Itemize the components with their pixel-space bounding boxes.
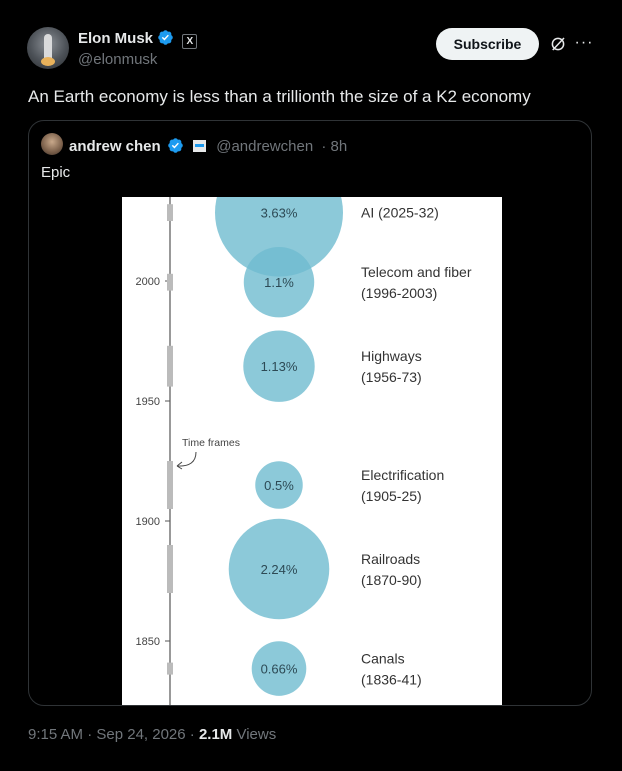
- time-frame-bar: [167, 662, 173, 675]
- rocket-icon: [44, 34, 52, 60]
- verified-badge-icon: [158, 30, 173, 45]
- quote-author-row[interactable]: andrew chen @andrewchen · 8h: [69, 137, 347, 155]
- quote-time[interactable]: · 8h: [321, 138, 348, 155]
- category-label: Electrification: [361, 467, 444, 483]
- author-name-row[interactable]: Elon Musk X: [78, 29, 198, 49]
- category-date-label: (1836-41): [361, 672, 422, 688]
- category-label: Highways: [361, 348, 422, 364]
- tweet-text: An Earth economy is less than a trillion…: [28, 87, 531, 106]
- category-label: AI (2025-32): [361, 205, 439, 221]
- bubble: [228, 518, 330, 620]
- x-affiliate-badge: X: [182, 34, 198, 49]
- annotation-arrow: [176, 451, 197, 467]
- axis-tick-label: 2000: [136, 276, 160, 288]
- annotation-arrowhead: [176, 461, 183, 470]
- quote-author-avatar[interactable]: [41, 133, 63, 155]
- grok-icon[interactable]: [549, 35, 567, 53]
- quote-author-name[interactable]: andrew chen: [69, 138, 161, 155]
- bubble-value-label: 0.5%: [264, 478, 294, 493]
- category-date-label: (1996-2003): [361, 285, 437, 301]
- quoted-tweet[interactable]: andrew chen @andrewchen · 8h Epic 204020…: [28, 120, 592, 706]
- author-name[interactable]: Elon Musk: [78, 30, 154, 47]
- more-options-icon[interactable]: ···: [574, 34, 594, 51]
- bubble: [255, 461, 303, 509]
- quote-author-handle[interactable]: @andrewchen: [216, 138, 314, 155]
- author-handle[interactable]: @elonmusk: [78, 51, 158, 68]
- author-avatar[interactable]: [27, 27, 69, 69]
- tweet-timestamp[interactable]: 9:15 AM · Sep 24, 2026 ·: [28, 726, 195, 743]
- quote-text: Epic: [41, 164, 71, 181]
- time-frames-annotation: Time frames: [182, 437, 240, 449]
- affiliate-flag-icon: [193, 140, 207, 152]
- time-frame-bar: [167, 204, 173, 221]
- bubble: [215, 197, 343, 277]
- time-frame-bar: [167, 273, 173, 291]
- axis-tick-label: 1900: [136, 516, 160, 528]
- axis-tick-label: 1850: [136, 636, 160, 648]
- bubble: [251, 641, 307, 696]
- bubble-value-label: 0.66%: [261, 662, 298, 677]
- bubble-value-label: 2.24%: [261, 562, 298, 577]
- subscribe-button[interactable]: Subscribe: [436, 28, 539, 60]
- verified-badge-icon: [168, 138, 183, 153]
- flame-icon: [41, 57, 55, 66]
- category-date-label: (1956-73): [361, 369, 422, 385]
- time-frame-bar: [167, 545, 173, 593]
- category-label: Telecom and fiber: [361, 264, 472, 280]
- bubble-value-label: 1.1%: [264, 275, 294, 290]
- category-date-label: (1905-25): [361, 488, 422, 504]
- bubble: [243, 246, 315, 318]
- tweet-metadata: 9:15 AM · Sep 24, 2026 · 2.1M Views: [28, 726, 276, 743]
- views-label: Views: [236, 726, 277, 743]
- bubble: [243, 330, 315, 402]
- time-frame-bar: [167, 345, 173, 387]
- bubble-value-label: 1.13%: [261, 359, 298, 374]
- category-label: Railroads: [361, 551, 420, 567]
- category-date-label: (1870-90): [361, 572, 422, 588]
- bubble-value-label: 3.63%: [261, 206, 298, 221]
- time-frame-bar: [167, 461, 173, 509]
- view-count: 2.1M: [198, 726, 233, 743]
- category-label: Canals: [361, 651, 405, 667]
- axis-tick-label: 1950: [136, 396, 160, 408]
